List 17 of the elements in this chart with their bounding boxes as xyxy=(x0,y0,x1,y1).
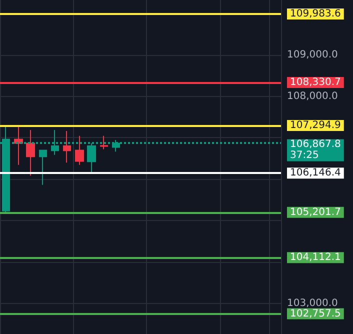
ref-line-label: 105,201.7 xyxy=(290,206,341,218)
candlestick xyxy=(39,150,47,186)
candlestick xyxy=(75,135,84,166)
y-tick-label: 103,000.0 xyxy=(287,298,338,310)
ref-line-label: 107,294.9 xyxy=(290,120,341,132)
ref-line-label: 106,146.4 xyxy=(290,168,341,179)
candlestick xyxy=(14,125,23,166)
candlestick xyxy=(26,129,35,176)
ref-line-label: 106,867.8 37:25 xyxy=(290,139,341,162)
candlestick xyxy=(63,130,71,164)
ref-line-label: 108,330.7 xyxy=(290,77,341,88)
y-tick-label: 109,000.0 xyxy=(287,49,338,60)
ref-line-label: 102,757.5 xyxy=(290,308,341,320)
ref-line-label: 109,983.6 xyxy=(290,8,341,20)
candlestick xyxy=(100,135,108,150)
ref-line-label: 104,112.1 xyxy=(290,252,341,264)
y-tick-label: 108,000.0 xyxy=(287,90,338,102)
